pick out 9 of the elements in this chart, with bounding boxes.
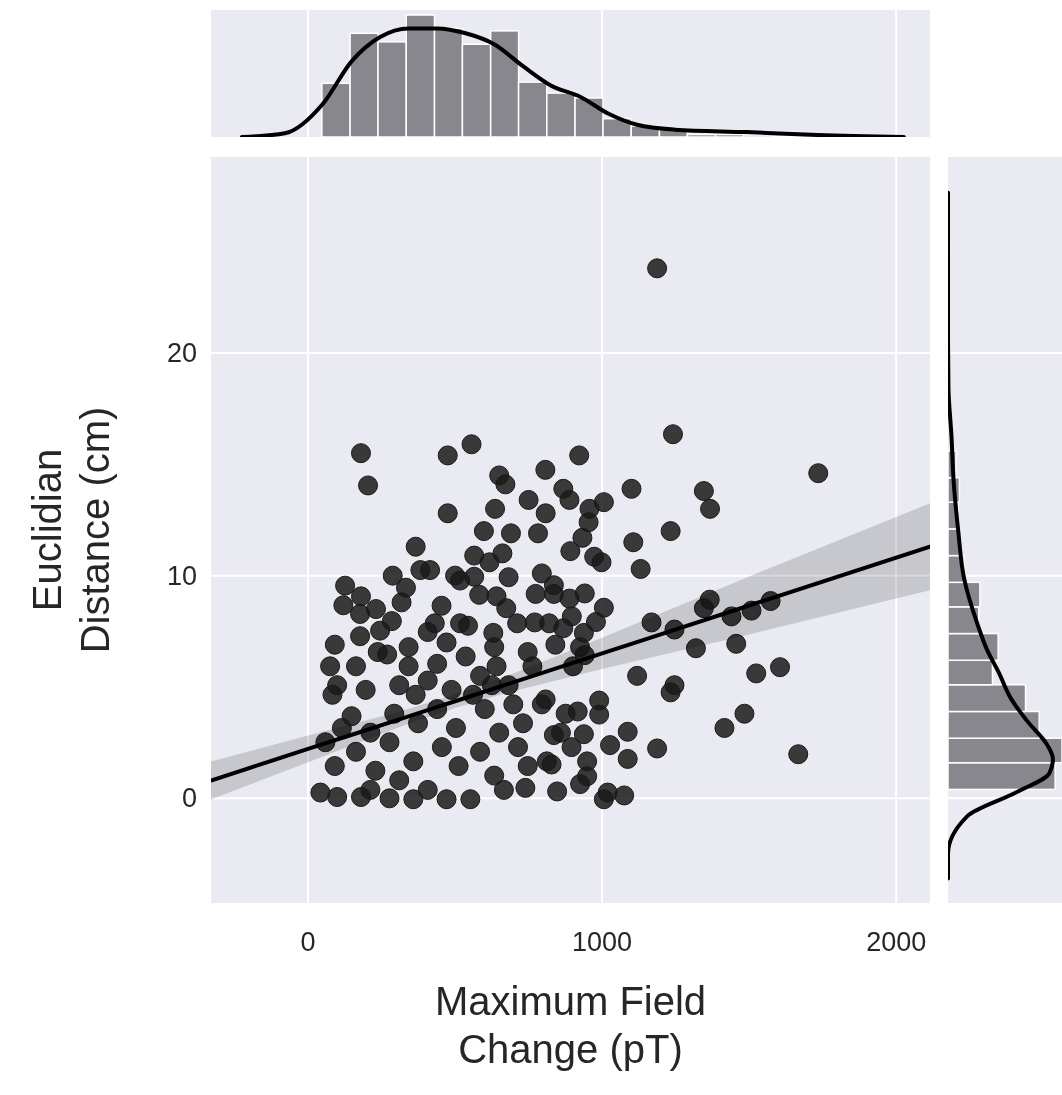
y-tick-label: 0 xyxy=(181,783,197,814)
x-axis-title: Maximum Field Change (pT) xyxy=(434,979,707,1071)
x-tick-label: 2000 xyxy=(866,927,927,957)
y-tick-label: 10 xyxy=(166,560,197,591)
x-tick-label: 1000 xyxy=(572,927,633,957)
y-tick-label: 20 xyxy=(166,337,197,368)
x-tick-label: 0 xyxy=(300,927,316,957)
y-axis-title: Euclidian Distance (cm) xyxy=(25,406,117,654)
line-series xyxy=(211,544,930,783)
